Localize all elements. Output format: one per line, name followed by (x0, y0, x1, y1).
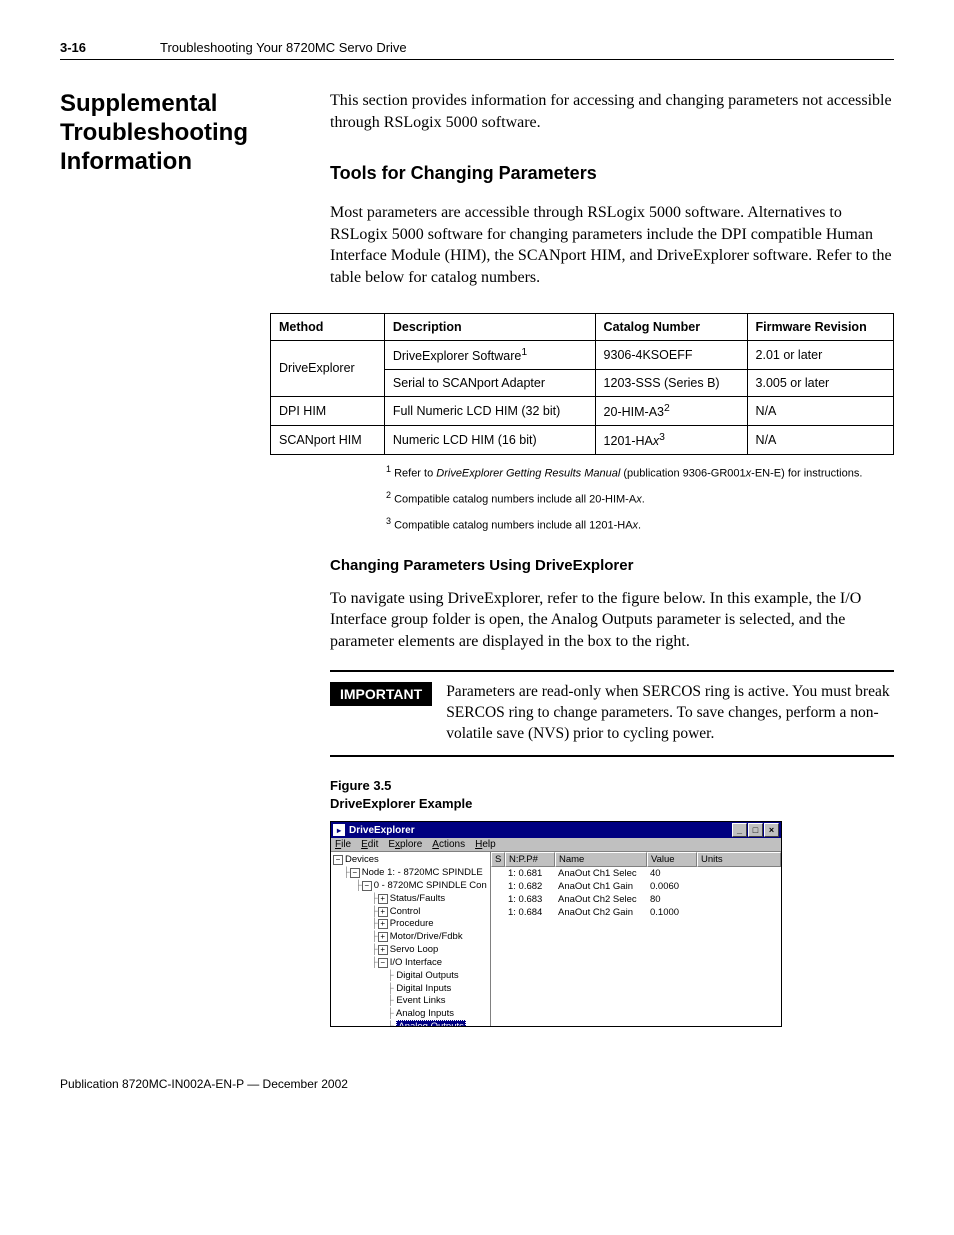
page-number: 3-16 (60, 40, 160, 55)
tools-body: Most parameters are accessible through R… (330, 202, 894, 288)
cell-catalog: 1201-HAx3 (595, 425, 747, 454)
cell-method: SCANport HIM (271, 425, 385, 454)
footnote-3: 3 Compatible catalog numbers include all… (386, 515, 894, 534)
col-s[interactable]: S (491, 852, 505, 867)
grid-row[interactable]: 1: 0.681 AnaOut Ch1 Selec 40 (491, 867, 781, 880)
tree-item[interactable]: Control (390, 906, 421, 917)
cell-catalog: 1203-SSS (Series B) (595, 369, 747, 396)
col-name[interactable]: Name (555, 852, 647, 867)
cell-method: DPI HIM (271, 396, 385, 425)
th-firmware: Firmware Revision (747, 313, 893, 340)
driveexplorer-window: ▸ DriveExplorer _ □ × File Edit Explore … (330, 821, 782, 1027)
grid-row[interactable]: 1: 0.684 AnaOut Ch2 Gain 0.1000 (491, 906, 781, 919)
minimize-button[interactable]: _ (732, 823, 747, 837)
cell-catalog: 9306-4KSOEFF (595, 340, 747, 369)
col-npp[interactable]: N:P.P# (505, 852, 555, 867)
menu-help[interactable]: Help (475, 839, 496, 850)
tools-heading: Tools for Changing Parameters (330, 163, 894, 184)
menu-edit[interactable]: Edit (361, 839, 378, 850)
table-row: SCANport HIM Numeric LCD HIM (16 bit) 12… (271, 425, 894, 454)
cell-desc: Serial to SCANport Adapter (384, 369, 595, 396)
section-title: Supplemental Troubleshooting Information (60, 90, 310, 176)
tree-leaf[interactable]: Digital Inputs (396, 983, 451, 994)
de-tree[interactable]: −Devices ├−Node 1: - 8720MC SPINDLE ├−0 … (331, 852, 491, 1026)
th-method: Method (271, 313, 385, 340)
tree-item[interactable]: Servo Loop (390, 944, 439, 955)
cell-desc: Numeric LCD HIM (16 bit) (384, 425, 595, 454)
tree-root[interactable]: Devices (345, 854, 379, 865)
menu-explore[interactable]: Explore (388, 839, 422, 850)
figure-caption: Figure 3.5 DriveExplorer Example (330, 777, 894, 813)
tree-item[interactable]: Motor/Drive/Fdbk (390, 931, 463, 942)
cell-desc: Full Numeric LCD HIM (32 bit) (384, 396, 595, 425)
de-menubar: File Edit Explore Actions Help (331, 838, 781, 852)
tree-node1a[interactable]: 0 - 8720MC SPINDLE Con (374, 880, 487, 891)
publication-line: Publication 8720MC-IN002A-EN-P — Decembe… (60, 1077, 894, 1091)
methods-table: Method Description Catalog Number Firmwa… (270, 313, 894, 455)
de-grid-header: S N:P.P# Name Value Units (491, 852, 781, 867)
changing-heading: Changing Parameters Using DriveExplorer (330, 557, 894, 574)
tree-item[interactable]: I/O Interface (390, 957, 442, 968)
menu-actions[interactable]: Actions (432, 839, 465, 850)
grid-row[interactable]: 1: 0.682 AnaOut Ch1 Gain 0.0060 (491, 880, 781, 893)
important-box: IMPORTANT Parameters are read-only when … (330, 670, 894, 757)
tree-item[interactable]: Procedure (390, 918, 434, 929)
figure-title: DriveExplorer Example (330, 796, 472, 811)
de-grid-body: 1: 0.681 AnaOut Ch1 Selec 40 1: 0.682 An… (491, 867, 781, 919)
tree-leaf[interactable]: Digital Outputs (396, 970, 458, 981)
tree-leaf[interactable]: Event Links (396, 995, 445, 1006)
important-text: Parameters are read-only when SERCOS rin… (446, 682, 894, 745)
col-value[interactable]: Value (647, 852, 697, 867)
footnote-2: 2 Compatible catalog numbers include all… (386, 489, 894, 508)
page-header: 3-16 Troubleshooting Your 8720MC Servo D… (60, 40, 894, 60)
tree-item[interactable]: Status/Faults (390, 893, 445, 904)
maximize-button[interactable]: □ (748, 823, 763, 837)
cell-desc: DriveExplorer Software1 (384, 340, 595, 369)
table-row: DriveExplorer DriveExplorer Software1 93… (271, 340, 894, 369)
footnote-1: 1 Refer to DriveExplorer Getting Results… (386, 463, 894, 482)
th-catalog: Catalog Number (595, 313, 747, 340)
important-label: IMPORTANT (330, 682, 432, 706)
tree-leaf-selected[interactable]: Analog Outputs (396, 1020, 466, 1026)
tree-node1[interactable]: Node 1: - 8720MC SPINDLE (362, 867, 483, 878)
figure-number: Figure 3.5 (330, 778, 391, 793)
footnotes: 1 Refer to DriveExplorer Getting Results… (386, 463, 894, 534)
th-description: Description (384, 313, 595, 340)
section-intro: This section provides information for ac… (330, 90, 894, 133)
de-titlebar: ▸ DriveExplorer _ □ × (331, 822, 781, 838)
cell-fw: 2.01 or later (747, 340, 893, 369)
table-row: DPI HIM Full Numeric LCD HIM (32 bit) 20… (271, 396, 894, 425)
grid-row[interactable]: 1: 0.683 AnaOut Ch2 Selec 80 (491, 893, 781, 906)
changing-body: To navigate using DriveExplorer, refer t… (330, 588, 894, 653)
app-icon: ▸ (333, 824, 345, 836)
cell-fw: N/A (747, 396, 893, 425)
de-window-title: DriveExplorer (349, 825, 415, 836)
running-head: Troubleshooting Your 8720MC Servo Drive (160, 40, 407, 55)
menu-file[interactable]: File (335, 839, 351, 850)
cell-catalog: 20-HIM-A32 (595, 396, 747, 425)
cell-method: DriveExplorer (271, 340, 385, 396)
tree-leaf[interactable]: Analog Inputs (396, 1008, 454, 1019)
col-units[interactable]: Units (697, 852, 781, 867)
cell-fw: 3.005 or later (747, 369, 893, 396)
close-button[interactable]: × (764, 823, 779, 837)
cell-fw: N/A (747, 425, 893, 454)
